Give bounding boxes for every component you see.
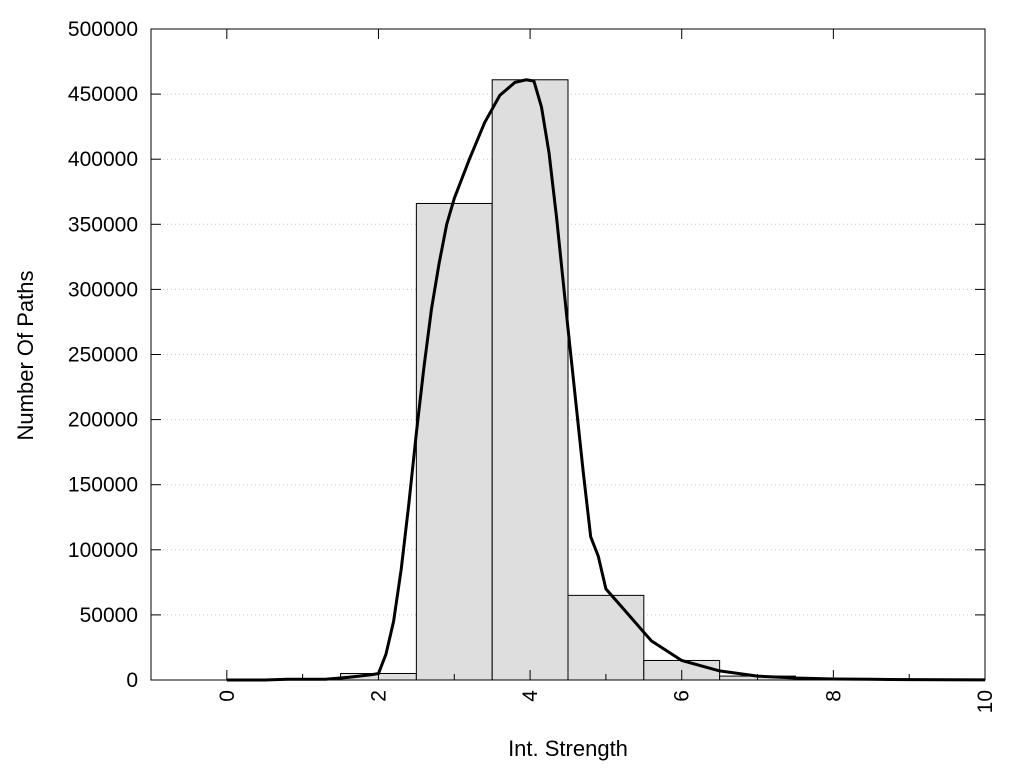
x-tick-label: 10 (974, 690, 997, 713)
y-tick-label: 100000 (68, 539, 138, 562)
y-tick-label: 450000 (68, 83, 138, 106)
y-tick-label: 50000 (80, 604, 138, 627)
y-tick-label: 500000 (68, 18, 138, 41)
x-axis-ticks: 0 2 4 6 8 10 (216, 29, 997, 713)
x-tick-label: 2 (367, 690, 390, 702)
y-tick-label: 150000 (68, 474, 138, 497)
x-tick-label: 8 (822, 690, 845, 702)
x-tick-label: 4 (519, 690, 542, 702)
y-tick-label: 0 (126, 669, 138, 692)
histogram-bar (415, 202, 493, 681)
fit-curve (226, 78, 986, 682)
bars-group (264, 79, 986, 681)
histogram-bar (567, 594, 645, 681)
y-axis-ticks: 0 50000 100000 150000 200000 250000 300000 3500… (68, 18, 985, 692)
y-tick-label: 300000 (68, 278, 138, 301)
y-tick-label: 250000 (68, 344, 138, 367)
histogram-bar (491, 79, 569, 681)
y-axis-title: Number Of Paths (13, 271, 38, 441)
x-tick-label: 6 (671, 690, 694, 702)
y-tick-label: 350000 (68, 213, 138, 236)
y-tick-label: 400000 (68, 148, 138, 171)
x-axis-title: Int. Strength (508, 736, 628, 761)
x-tick-label: 0 (216, 690, 239, 702)
y-tick-label: 200000 (68, 409, 138, 432)
